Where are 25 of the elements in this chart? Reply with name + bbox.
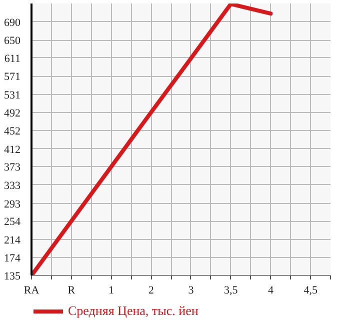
y-tick-label: 135 [4, 270, 21, 282]
y-tick-label: 650 [4, 35, 21, 48]
y-tick-label: 254 [4, 216, 21, 228]
y-tick-label: 531 [4, 89, 20, 102]
y-tick-label: 492 [4, 107, 20, 120]
x-tick-label: R [68, 284, 76, 296]
y-tick-label: 611 [4, 52, 20, 65]
x-tick-label: 4,5 [304, 284, 318, 296]
y-tick-label: 412 [4, 144, 20, 156]
y-tick-label: 174 [4, 252, 21, 265]
y-tick-label: 452 [4, 126, 20, 138]
x-tick-label: 3,5 [224, 284, 238, 296]
x-tick-label: 4 [268, 284, 274, 296]
y-tick-label: 214 [4, 234, 21, 246]
legend-label: Средняя Цена, тыс. йен [68, 303, 198, 319]
line-series [32, 4, 273, 276]
x-tick-label: 1 [108, 284, 114, 296]
y-tick-label: 571 [4, 71, 20, 84]
x-tick-label: 2 [148, 284, 154, 296]
y-tick-label: 373 [4, 162, 21, 174]
x-tick-label: 3 [188, 284, 194, 296]
y-tick-label: 333 [4, 180, 21, 192]
y-tick-label: 690 [4, 16, 21, 29]
x-tick-label: RA [24, 284, 40, 296]
y-tick-label: 293 [4, 198, 21, 210]
